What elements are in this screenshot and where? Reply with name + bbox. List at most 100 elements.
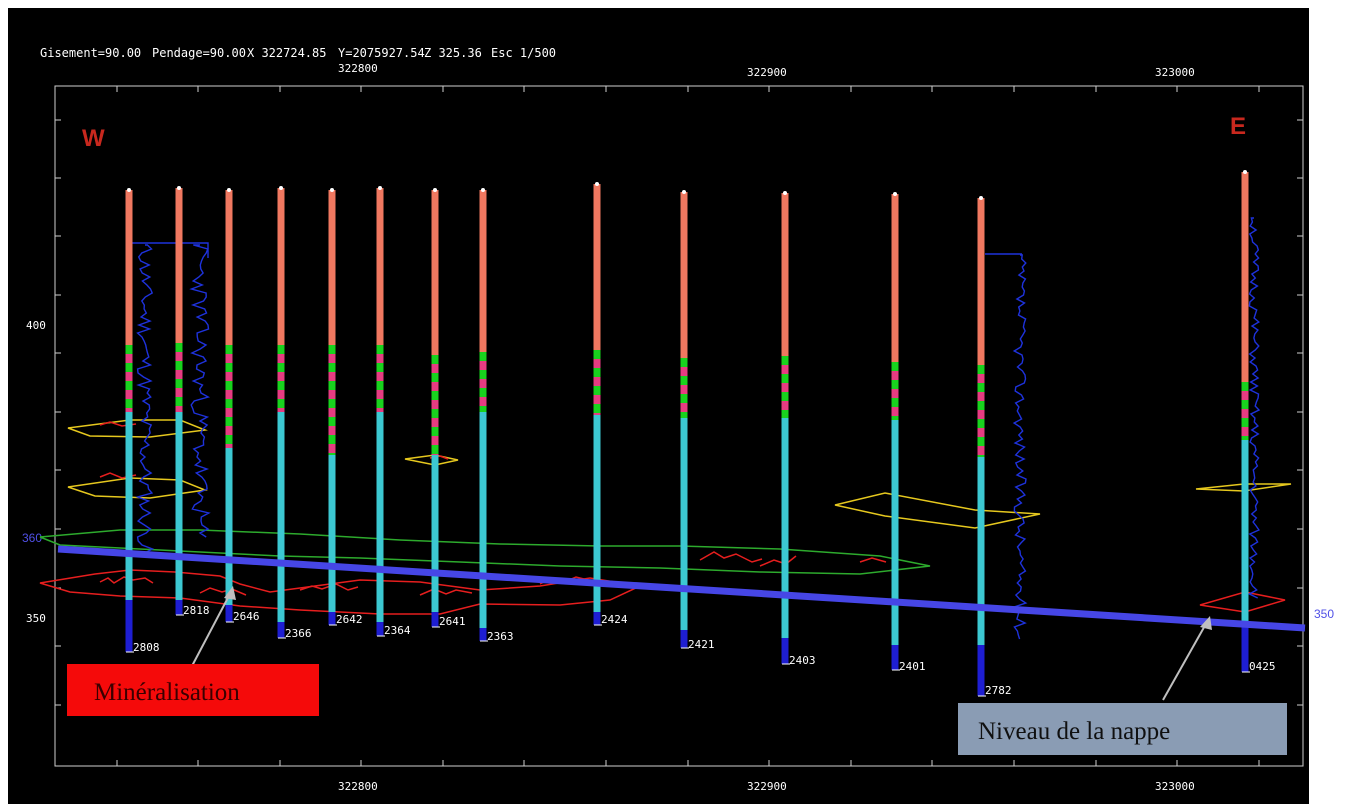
lower-segment — [431, 455, 439, 612]
collar-segment — [277, 188, 285, 345]
mixed-segment — [175, 397, 183, 406]
lower-segment — [328, 455, 336, 612]
collar-segment — [479, 190, 487, 352]
mixed-segment — [431, 400, 439, 409]
lower-segment — [977, 457, 985, 645]
mixed-segment — [593, 377, 601, 386]
drillhole: 2646 — [225, 188, 260, 623]
mixed-segment — [328, 426, 336, 435]
collar-dot — [979, 196, 983, 200]
mixed-segment — [376, 390, 384, 399]
mixed-segment — [328, 399, 336, 408]
mixed-segment — [781, 365, 789, 374]
mixed-segment — [225, 381, 233, 390]
collar-dot — [378, 186, 382, 190]
mixed-segment — [977, 401, 985, 410]
collar-segment — [175, 188, 183, 343]
mixed-segment — [328, 390, 336, 399]
mixed-segment — [781, 401, 789, 410]
bottom-segment — [1241, 625, 1249, 672]
mixed-segment — [225, 345, 233, 354]
mixed-segment — [175, 361, 183, 370]
mixed-segment — [328, 453, 336, 455]
mixed-segment — [781, 374, 789, 383]
bottom-segment — [891, 645, 899, 670]
mixed-segment — [376, 408, 384, 412]
drillhole-label: 2642 — [336, 613, 363, 626]
drillhole-label: 2421 — [688, 638, 715, 651]
mixed-segment — [431, 409, 439, 418]
mineralisation-trace — [199, 587, 247, 596]
mixed-segment — [431, 355, 439, 364]
mixed-segment — [781, 392, 789, 401]
mixed-segment — [977, 410, 985, 419]
mixed-segment — [328, 381, 336, 390]
lower-segment — [225, 448, 233, 605]
lower-segment — [1241, 440, 1249, 625]
header-z: Z 325.36 — [424, 46, 482, 60]
lower-segment — [479, 412, 487, 628]
mineralisation-envelope — [39, 569, 643, 615]
mixed-segment — [225, 363, 233, 372]
mixed-segment — [680, 403, 688, 412]
mixed-segment — [277, 345, 285, 354]
header-y: Y=2075927.54 — [338, 46, 425, 60]
collar-dot — [177, 186, 181, 190]
mixed-segment — [781, 356, 789, 365]
mineralisation-trace — [859, 557, 887, 563]
bottom-segment — [125, 600, 133, 652]
mixed-segment — [328, 354, 336, 363]
bottom-segment — [977, 645, 985, 696]
collar-segment — [781, 193, 789, 356]
mixed-segment — [479, 388, 487, 397]
mixed-segment — [1241, 418, 1249, 427]
collar-dot — [433, 188, 437, 192]
mixed-segment — [1241, 409, 1249, 418]
mixed-segment — [175, 352, 183, 361]
mixed-segment — [891, 371, 899, 380]
mixed-segment — [376, 363, 384, 372]
mixed-segment — [977, 419, 985, 428]
header-gisement: Gisement=90.00 — [40, 46, 141, 60]
collar-dot — [893, 192, 897, 196]
mixed-segment — [328, 408, 336, 417]
mixed-segment — [376, 399, 384, 408]
top-tick-label: 322900 — [747, 66, 787, 79]
drillhole-label: 2646 — [233, 610, 260, 623]
collar-dot — [783, 191, 787, 195]
mixed-segment — [479, 397, 487, 406]
collar-segment — [376, 188, 384, 345]
collar-dot — [227, 188, 231, 192]
gold-envelope — [834, 492, 1041, 529]
mixed-segment — [277, 390, 285, 399]
mixed-segment — [328, 345, 336, 354]
mixed-segment — [175, 406, 183, 412]
mixed-segment — [977, 365, 985, 374]
log-curve — [1247, 217, 1261, 599]
drillholes: 2808 2818 2646 2366 2642 2364 2641 2363 2424 2421… — [125, 170, 1276, 697]
bottom-tick-label: 322900 — [747, 780, 787, 793]
header-esc: Esc 1/500 — [491, 46, 556, 60]
plot-border — [54, 85, 1304, 767]
left-tick-label: 400 — [26, 319, 46, 332]
mixed-segment — [225, 435, 233, 444]
mixed-segment — [593, 368, 601, 377]
mixed-segment — [328, 417, 336, 426]
mixed-segment — [977, 428, 985, 437]
bottom-segment — [431, 612, 439, 627]
mixed-segment — [225, 426, 233, 435]
mixed-segment — [680, 394, 688, 403]
mixed-segment — [175, 388, 183, 397]
drillhole-label: 2403 — [789, 654, 816, 667]
drillhole: 2366 — [277, 186, 312, 640]
mixed-segment — [125, 354, 133, 363]
mixed-segment — [593, 386, 601, 395]
mineralisation-trace — [419, 588, 473, 596]
mixed-segment — [125, 408, 133, 412]
mixed-segment — [277, 372, 285, 381]
left-blue-label: 360 — [22, 531, 42, 545]
bottom-segment — [593, 612, 601, 625]
mixed-segment — [225, 390, 233, 399]
top-tick-label: 323000 — [1155, 66, 1195, 79]
